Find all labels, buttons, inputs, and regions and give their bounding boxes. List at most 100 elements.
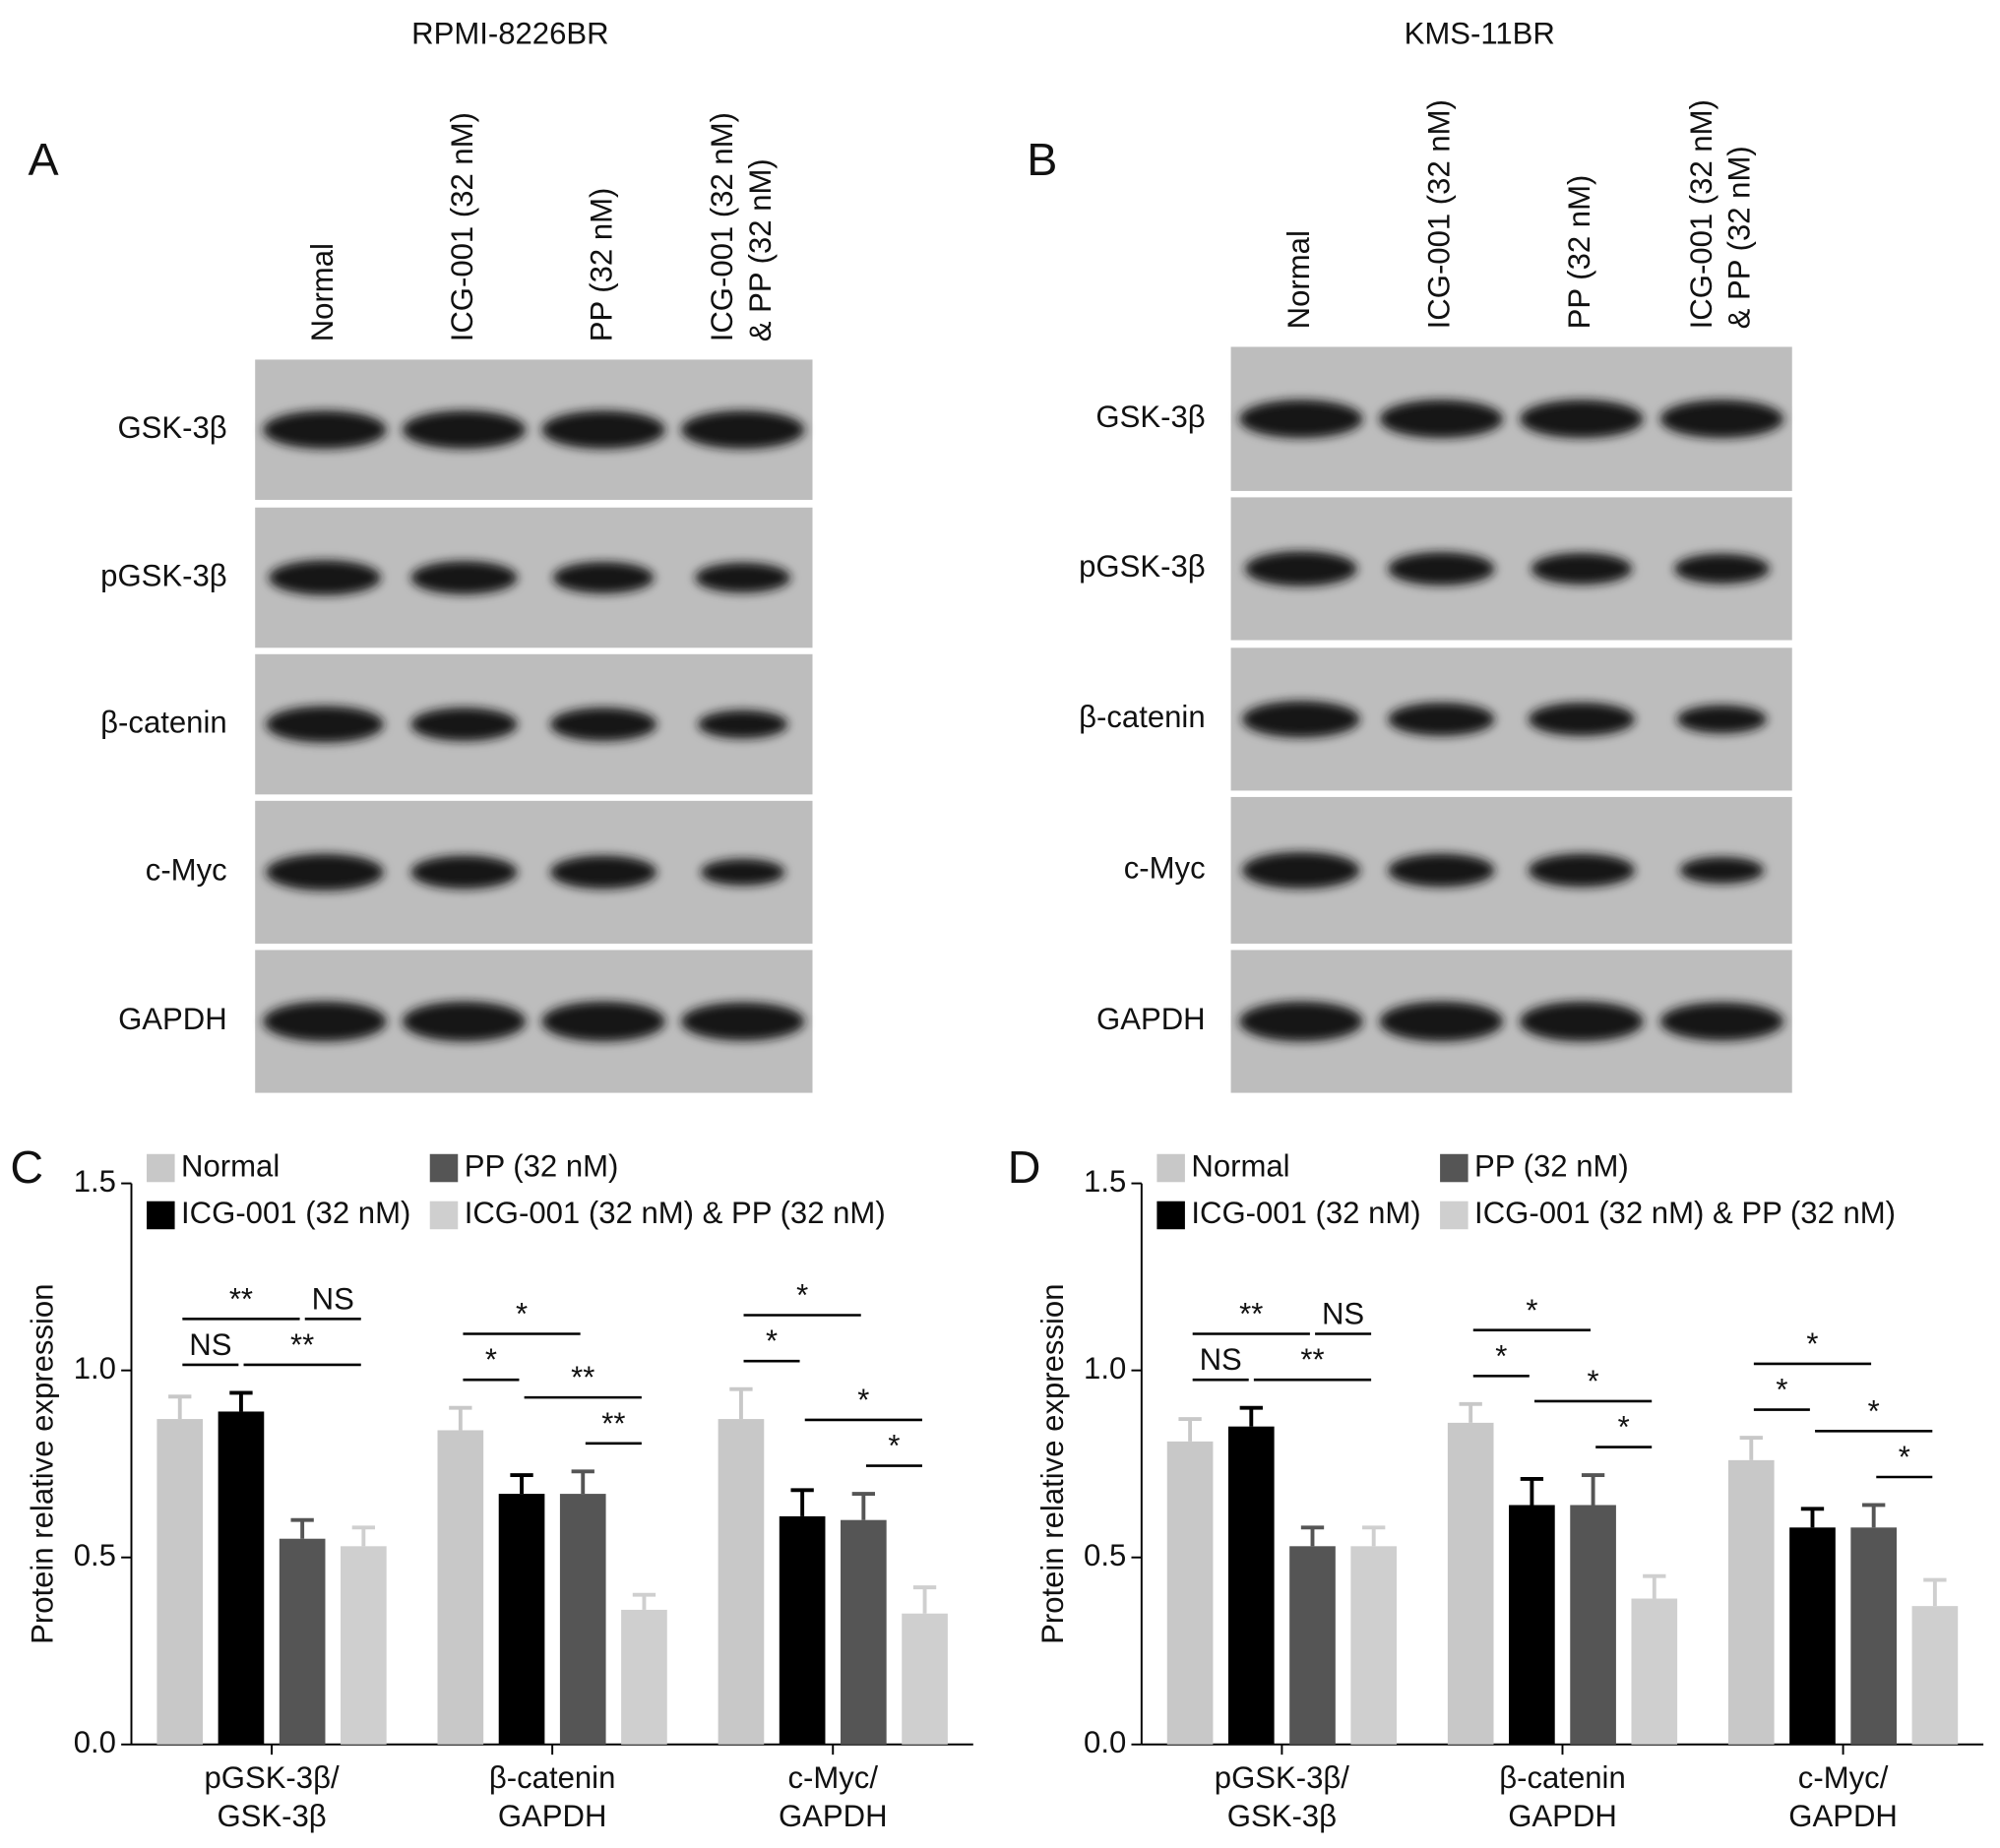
significance-label: ** xyxy=(601,1406,625,1441)
significance-label: * xyxy=(796,1278,808,1313)
y-tick-label: 0.5 xyxy=(74,1538,116,1572)
bar xyxy=(902,1613,948,1745)
significance-label: ** xyxy=(229,1281,253,1316)
bar xyxy=(279,1538,326,1745)
error-bar xyxy=(632,1592,656,1610)
significance-label: * xyxy=(1868,1393,1880,1428)
bar xyxy=(1850,1527,1898,1745)
band xyxy=(410,561,518,594)
band xyxy=(410,855,518,890)
y-tick-label: 1.0 xyxy=(1084,1351,1126,1386)
band xyxy=(1379,1001,1504,1042)
error-bar xyxy=(449,1405,472,1431)
bar xyxy=(1570,1505,1616,1745)
error-bar xyxy=(510,1473,533,1495)
legend-swatch xyxy=(147,1201,175,1230)
significance-label: * xyxy=(1526,1293,1537,1327)
y-tick-label: 1.5 xyxy=(1084,1164,1126,1199)
band xyxy=(680,410,805,450)
error-bar xyxy=(1178,1417,1202,1442)
lane-label: ICG-001 (32 nM) & PP (32 nM) xyxy=(1684,99,1757,329)
legend-swatch xyxy=(1156,1153,1185,1183)
band xyxy=(1528,853,1636,888)
significance-label: * xyxy=(1776,1373,1787,1407)
y-tick-label: 1.5 xyxy=(74,1164,116,1199)
legend-swatch xyxy=(429,1153,459,1183)
bar xyxy=(156,1419,204,1745)
bar xyxy=(341,1546,387,1745)
band xyxy=(1520,400,1644,439)
band xyxy=(1241,701,1360,738)
x-tick-label: pGSK-3β/GSK-3β xyxy=(1215,1760,1349,1833)
significance-label: NS xyxy=(1322,1297,1364,1331)
bar xyxy=(1447,1422,1494,1745)
significance-label: NS xyxy=(312,1281,354,1316)
x-tick-label: c-Myc/GAPDH xyxy=(1788,1760,1898,1833)
band xyxy=(1379,400,1504,439)
band xyxy=(541,1001,665,1042)
significance-label: * xyxy=(1618,1410,1630,1445)
error-bar xyxy=(290,1517,314,1539)
error-bar xyxy=(1362,1525,1386,1547)
lane-label: Normal xyxy=(305,243,340,341)
legend-label: ICG-001 (32 nM) xyxy=(181,1196,410,1230)
band xyxy=(1520,1001,1644,1042)
error-bar xyxy=(1300,1525,1325,1547)
error-bar xyxy=(571,1469,594,1495)
legend-label: PP (32 nM) xyxy=(465,1148,619,1183)
significance-label: * xyxy=(888,1429,900,1463)
significance-label: NS xyxy=(1200,1342,1242,1377)
bar xyxy=(841,1519,887,1745)
y-tick-label: 0.5 xyxy=(1084,1538,1126,1572)
band xyxy=(552,561,655,594)
y-tick-label: 1.0 xyxy=(74,1351,116,1386)
error-bar xyxy=(1923,1577,1947,1607)
band xyxy=(695,562,791,593)
legend-label: ICG-001 (32 nM) xyxy=(1191,1196,1420,1230)
error-bar xyxy=(1520,1476,1544,1506)
significance-label: ** xyxy=(290,1327,314,1362)
band xyxy=(402,410,527,450)
x-tick-label: pGSK-3β/GSK-3β xyxy=(204,1760,339,1833)
error-bar xyxy=(1581,1473,1605,1506)
band xyxy=(263,1001,387,1042)
lane-label: PP (32 nM) xyxy=(1562,175,1596,330)
protein-label: β-catenin xyxy=(100,705,227,739)
significance-label: ** xyxy=(1300,1342,1324,1377)
y-tick-label: 0.0 xyxy=(74,1725,116,1759)
band xyxy=(1388,552,1495,585)
legend-swatch xyxy=(1156,1201,1185,1230)
lane-label: ICG-001 (32 nM) & PP (32 nM) xyxy=(705,112,778,341)
error-bar xyxy=(1862,1503,1886,1528)
bar xyxy=(1789,1527,1836,1745)
error-bar xyxy=(1239,1405,1263,1427)
protein-label: pGSK-3β xyxy=(100,558,227,592)
bar xyxy=(1911,1606,1959,1745)
band xyxy=(1244,551,1357,586)
significance-label: * xyxy=(1899,1440,1910,1474)
significance-label: * xyxy=(1806,1326,1818,1361)
error-bar xyxy=(351,1525,376,1547)
band xyxy=(1679,856,1765,884)
panel-label: C xyxy=(10,1141,43,1193)
bar xyxy=(1727,1459,1775,1745)
bar xyxy=(218,1411,265,1745)
lane-label: ICG-001 (32 nM) xyxy=(1422,99,1457,329)
band xyxy=(263,410,387,450)
legend-label: PP (32 nM) xyxy=(1474,1148,1629,1183)
bar xyxy=(1289,1546,1336,1745)
error-bar xyxy=(229,1390,253,1412)
band xyxy=(266,706,384,743)
significance-label: * xyxy=(1588,1364,1599,1398)
bar xyxy=(1631,1598,1678,1745)
significance-label: ** xyxy=(571,1360,594,1394)
legend-label: Normal xyxy=(1191,1148,1289,1183)
panel-label: B xyxy=(1027,134,1057,185)
blot-title: KMS-11BR xyxy=(1405,17,1555,51)
band xyxy=(410,708,518,741)
band xyxy=(1659,1002,1784,1041)
error-bar xyxy=(729,1386,753,1420)
legend-label: ICG-001 (32 nM) & PP (32 nM) xyxy=(465,1196,886,1230)
bar xyxy=(779,1515,826,1745)
significance-label: * xyxy=(516,1297,528,1331)
